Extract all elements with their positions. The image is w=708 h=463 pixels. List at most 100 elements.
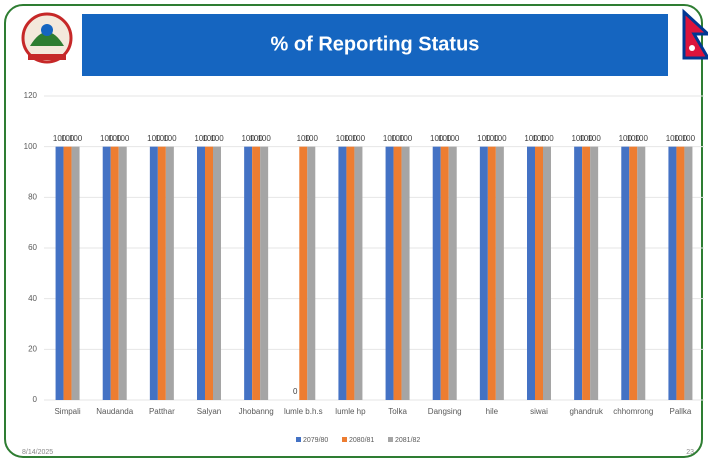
bar: [338, 146, 347, 400]
data-label: 100: [682, 134, 696, 143]
bar: [621, 146, 630, 400]
x-tick-label: Pallka: [670, 407, 692, 416]
bar: [110, 146, 119, 400]
bar: [527, 146, 535, 400]
data-label: 100: [524, 134, 538, 143]
x-tick-label: Naudanda: [96, 407, 133, 416]
data-label: 100: [430, 134, 444, 143]
data-label: 100: [666, 134, 680, 143]
legend-swatch: [296, 437, 301, 442]
bar: [354, 146, 363, 400]
bar: [346, 146, 355, 400]
data-label: 100: [116, 134, 130, 143]
bar: [244, 146, 253, 400]
x-tick-label: hile: [486, 407, 499, 416]
data-label: 100: [241, 134, 255, 143]
legend-label: 2079/80: [303, 437, 328, 444]
data-label: 100: [587, 134, 601, 143]
data-label: 0: [293, 387, 298, 396]
bar: [205, 146, 213, 400]
data-label: 100: [210, 134, 224, 143]
data-label: 100: [257, 134, 271, 143]
data-label: 100: [194, 134, 208, 143]
bar: [299, 146, 308, 400]
x-tick-label: Dangsing: [428, 407, 462, 416]
x-tick-label: Tolka: [388, 407, 407, 416]
data-label: 100: [344, 134, 358, 143]
bar: [260, 146, 269, 400]
data-label: 100: [635, 134, 649, 143]
bar: [149, 146, 158, 400]
data-label: 100: [674, 134, 688, 143]
data-label: 100: [249, 134, 263, 143]
bar: [590, 146, 599, 400]
bar: [684, 146, 693, 400]
x-tick-label: Jhobanng: [239, 407, 274, 416]
data-label: 100: [493, 134, 507, 143]
slide-title: % of Reporting Status: [271, 33, 480, 55]
bar: [102, 146, 111, 400]
y-tick-label: 0: [33, 395, 38, 404]
title-banner: [82, 14, 668, 76]
x-tick-label: siwai: [530, 407, 548, 416]
data-label: 100: [383, 134, 397, 143]
bar: [629, 146, 638, 400]
x-tick-label: Simpali: [54, 407, 80, 416]
bar: [197, 146, 205, 400]
data-label: 100: [163, 134, 177, 143]
legend-swatch: [342, 437, 347, 442]
data-label: 100: [297, 134, 311, 143]
y-tick-label: 40: [28, 294, 37, 303]
bar: [118, 146, 127, 400]
data-label: 100: [540, 134, 554, 143]
bar: [440, 146, 449, 400]
bar: [448, 146, 457, 400]
bar: [676, 146, 685, 400]
y-tick-label: 120: [24, 91, 38, 100]
data-label: 100: [352, 134, 366, 143]
bar: [63, 146, 72, 400]
emblem: [21, 12, 73, 64]
nepal-flag: [682, 8, 708, 60]
slide-date: 8/14/2025: [22, 449, 53, 456]
data-label: 100: [53, 134, 67, 143]
legend-label: 2081/82: [395, 437, 420, 444]
data-label: 100: [202, 134, 216, 143]
data-label: 100: [485, 134, 499, 143]
data-label: 100: [477, 134, 491, 143]
bar: [55, 146, 64, 400]
x-tick-label: Patthar: [149, 407, 175, 416]
data-label: 100: [147, 134, 161, 143]
bar: [535, 146, 543, 400]
bar: [157, 146, 166, 400]
data-label: 100: [391, 134, 405, 143]
bar: [487, 146, 496, 400]
bar: [479, 146, 488, 400]
x-tick-label: chhomrong: [613, 407, 653, 416]
bar: [307, 146, 316, 400]
x-tick-label: lumle hp: [335, 407, 366, 416]
data-label: 100: [619, 134, 633, 143]
bar: [385, 146, 394, 400]
data-label: 100: [305, 134, 319, 143]
bar: [401, 146, 410, 400]
bar: [574, 146, 583, 400]
y-tick-label: 60: [28, 243, 37, 252]
x-tick-label: lumle b.h.s: [284, 407, 323, 416]
bar: [213, 146, 221, 400]
bar: [393, 146, 402, 400]
data-label: 100: [627, 134, 641, 143]
data-label: 100: [446, 134, 460, 143]
bar: [71, 146, 80, 400]
bar: [543, 146, 551, 400]
data-label: 100: [155, 134, 169, 143]
legend-swatch: [388, 437, 393, 442]
data-label: 100: [438, 134, 452, 143]
y-tick-label: 100: [24, 142, 38, 151]
bar: [252, 146, 261, 400]
x-tick-label: Salyan: [197, 407, 221, 416]
bar: [432, 146, 441, 400]
bar: [668, 146, 677, 400]
bar: [582, 146, 591, 400]
